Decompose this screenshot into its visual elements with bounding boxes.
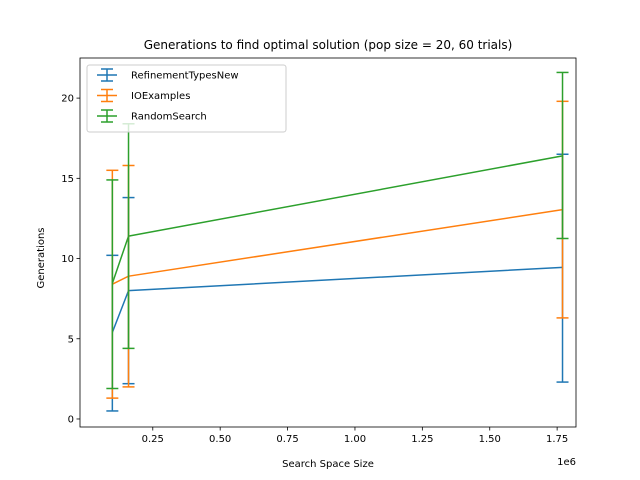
x-tick-label-5: 1.50 <box>479 434 501 445</box>
legend-label-0: RefinementTypesNew <box>131 71 239 82</box>
y-tick-label-0: 0 <box>68 414 74 425</box>
x-tick-label-2: 0.75 <box>276 434 298 445</box>
x-tick-label-6: 1.75 <box>546 434 568 445</box>
x-tick-label-4: 1.25 <box>411 434 433 445</box>
y-tick-label-2: 10 <box>61 254 74 265</box>
legend-box <box>86 64 287 133</box>
plot-frame <box>79 57 577 428</box>
x-offset-label: 1e6 <box>557 457 576 468</box>
x-tick-label-1: 0.50 <box>209 434 231 445</box>
x-tick-label-3: 1.00 <box>344 434 366 445</box>
y-tick-label-4: 20 <box>61 94 74 105</box>
legend: RefinementTypesNew IOExamples RandomSearch <box>86 64 287 133</box>
y-tick-label-1: 5 <box>68 334 74 345</box>
y-tick-label-3: 15 <box>61 174 74 185</box>
y-axis: 0 5 10 15 20 <box>61 94 80 425</box>
x-tick-label-0: 0.25 <box>142 434 164 445</box>
chart-title: Generations to find optimal solution (po… <box>144 38 513 52</box>
legend-label-2: RandomSearch <box>131 112 207 123</box>
plot-area <box>79 57 577 428</box>
legend-label-1: IOExamples <box>131 91 190 102</box>
x-axis: 0.25 0.50 0.75 1.00 1.25 1.50 1.75 <box>142 427 568 445</box>
y-axis-label: Generations <box>36 228 47 289</box>
x-axis-label: Search Space Size <box>282 459 374 470</box>
